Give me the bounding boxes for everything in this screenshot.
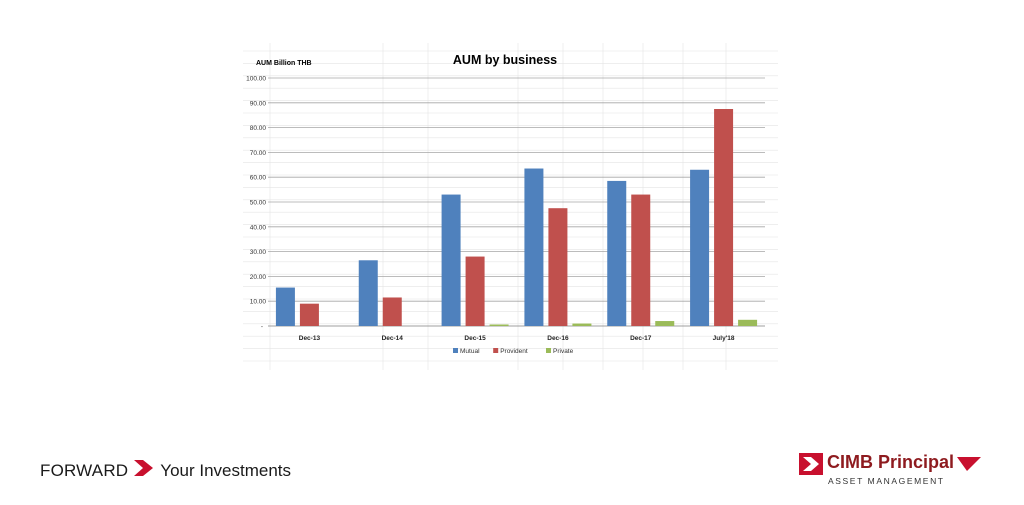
bar-mutual	[275, 287, 295, 326]
bars	[275, 109, 758, 326]
bar-private	[489, 324, 509, 326]
y-tick-label: 40.00	[250, 224, 267, 231]
bar-mutual	[690, 169, 710, 326]
legend-label: Private	[553, 348, 574, 355]
y-tick-label: -	[261, 324, 263, 331]
bar-mutual	[524, 168, 544, 326]
y-tick-label: 50.00	[250, 200, 267, 207]
y-tick-label: 100.00	[246, 76, 266, 83]
y-tick-label: 70.00	[250, 150, 267, 157]
company-logo: CIMB Principal ASSET MANAGEMENT	[799, 452, 989, 493]
x-tick-label: Dec-15	[464, 335, 486, 342]
bar-mutual	[441, 194, 461, 326]
brand-name: CIMB Principal	[827, 452, 955, 472]
x-tick-label: Dec-13	[299, 335, 321, 342]
x-axis-ticks: Dec-13 Dec-14 Dec-15 Dec-16 Dec-17 July'18	[299, 335, 735, 342]
footer-tagline: FORWARD Your Investments	[40, 460, 291, 481]
y-tick-label: 90.00	[250, 100, 267, 107]
bar-mutual	[358, 260, 378, 326]
tagline-investments: Your Investments	[160, 460, 292, 480]
legend-label: Provident	[500, 348, 528, 355]
y-tick-label: 30.00	[250, 249, 267, 256]
bar-private	[572, 323, 592, 326]
legend: Mutual Provident Private	[453, 348, 574, 355]
x-tick-label: July'18	[713, 335, 735, 342]
brand-arrow-icon	[957, 457, 981, 471]
bar-provident	[382, 297, 402, 326]
chart-grid	[243, 43, 778, 370]
legend-label: Mutual	[460, 348, 480, 355]
bar-provident	[465, 256, 485, 326]
y-tick-label: 60.00	[250, 175, 267, 182]
bar-provident	[714, 109, 734, 326]
bar-provident	[548, 208, 568, 326]
chevron-right-icon	[134, 460, 154, 481]
chart-title: AUM by business	[453, 53, 557, 67]
y-tick-label: 10.00	[250, 299, 267, 306]
bar-private	[655, 321, 675, 326]
x-tick-label: Dec-14	[382, 335, 404, 342]
cimb-logo-icon	[799, 453, 823, 475]
bar-mutual	[607, 180, 627, 326]
legend-swatch	[493, 348, 499, 353]
bar-private	[738, 319, 758, 326]
x-tick-label: Dec-17	[630, 335, 652, 342]
y-axis-ticks: - 10.00 20.00 30.00 40.00 50.00 60.00 70.00 80.0…	[246, 76, 266, 331]
brand-subtitle: ASSET MANAGEMENT	[828, 476, 945, 486]
bar-provident	[299, 303, 319, 326]
legend-swatch	[546, 348, 551, 353]
legend-swatch	[453, 348, 458, 353]
y-tick-label: 20.00	[250, 274, 267, 281]
y-tick-label: 80.00	[250, 125, 267, 132]
chart: AUM by business AUM Billion THB - 10.00 20…	[243, 43, 778, 370]
x-tick-label: Dec-16	[547, 335, 569, 342]
bar-provident	[631, 194, 651, 326]
tagline-forward: FORWARD	[40, 460, 129, 480]
y-axis-label: AUM Billion THB	[256, 60, 312, 67]
